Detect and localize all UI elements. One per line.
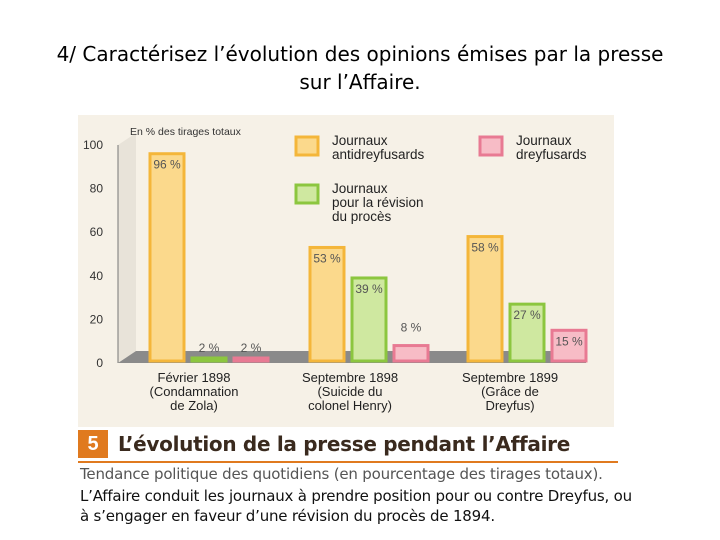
x-category-label: (Grâce de xyxy=(481,384,539,399)
x-category-label: Dreyfus) xyxy=(485,398,534,413)
y-tick-label: 100 xyxy=(83,138,103,152)
bar-chart: En % des tirages totaux 0 20 40 60 80 100 96 % 5… xyxy=(83,126,588,413)
chart-figure: En % des tirages totaux 0 20 40 60 80 100 96 % 5… xyxy=(78,115,614,427)
legend-swatch xyxy=(294,135,320,157)
y-tick-label: 60 xyxy=(90,225,104,239)
x-category-label: (Condamnation xyxy=(150,384,239,399)
x-category-label: colonel Henry) xyxy=(308,398,392,413)
legend-label: du procès xyxy=(332,209,392,224)
y-tick-label: 20 xyxy=(90,312,104,326)
legend-label: Journaux xyxy=(332,133,388,148)
x-category-label: Septembre 1899 xyxy=(462,370,558,385)
question-text: 4/ Caractérisez l’évolution des opinions… xyxy=(56,42,664,94)
bar-0-2 xyxy=(466,235,504,363)
document-caption: 5 L’évolution de la presse pendant l’Aff… xyxy=(78,428,638,532)
legend-label: antidreyfusards xyxy=(332,147,425,162)
legend-swatch xyxy=(294,183,320,205)
bar-0-1 xyxy=(308,245,346,363)
y-tick-label: 0 xyxy=(96,356,103,370)
x-category-label: (Suicide du xyxy=(317,384,382,399)
bar-value-label: 2 % xyxy=(241,341,262,355)
legend-label: Journaux xyxy=(332,181,388,196)
bar-value-label: 27 % xyxy=(513,308,541,322)
bar-2-2 xyxy=(550,328,588,363)
bar-2-1 xyxy=(392,344,430,363)
title-divider xyxy=(78,461,618,463)
x-category-label: Septembre 1898 xyxy=(302,370,398,385)
bar-value-label: 39 % xyxy=(355,282,383,296)
legend-label: Journaux xyxy=(516,133,572,148)
legend-label: dreyfusards xyxy=(516,147,587,162)
y-axis-title: En % des tirages totaux xyxy=(130,126,242,138)
y-tick-label: 40 xyxy=(90,269,104,283)
legend-swatch xyxy=(478,135,504,157)
x-category-label: de Zola) xyxy=(170,398,218,413)
y-tick-label: 80 xyxy=(90,182,104,196)
bar-1-0 xyxy=(190,356,228,363)
bar-value-label: 58 % xyxy=(471,241,499,255)
x-category-label: Février 1898 xyxy=(158,370,231,385)
legend-label: pour la révision xyxy=(332,195,424,210)
bar-value-label: 2 % xyxy=(199,341,220,355)
document-subtitle: Tendance politique des quotidiens (en po… xyxy=(80,465,603,483)
document-number-badge: 5 xyxy=(78,430,108,458)
document-description: L’Affaire conduit les journaux à prendre… xyxy=(80,487,632,525)
bar-0-0 xyxy=(148,152,186,363)
bar-value-label: 15 % xyxy=(555,334,583,348)
bar-value-label: 96 % xyxy=(153,158,181,172)
bar-value-label: 53 % xyxy=(313,251,341,265)
chart-back-wall xyxy=(118,133,136,363)
bar-1-2 xyxy=(508,302,546,363)
bar-1-1 xyxy=(350,276,388,363)
bar-value-label: 8 % xyxy=(401,321,422,335)
bar-2-0 xyxy=(232,356,270,363)
document-title: L’évolution de la presse pendant l’Affai… xyxy=(118,432,570,456)
